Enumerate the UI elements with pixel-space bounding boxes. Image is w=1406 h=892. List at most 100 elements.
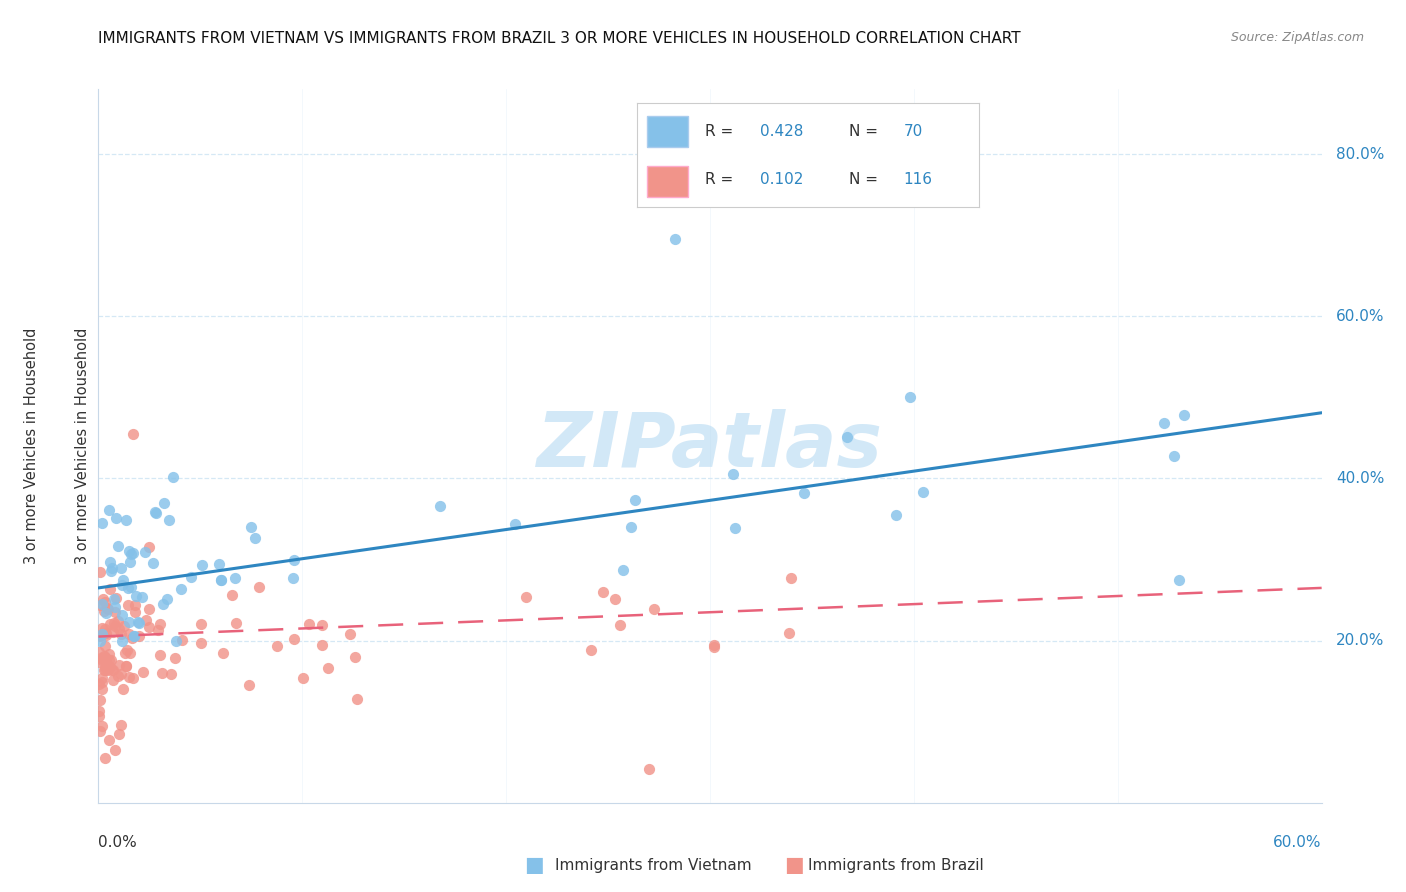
Point (211, 646, 233, 660)
Point (120, 547, 142, 561)
Point (100, 653, 122, 667)
Point (97, 503, 120, 517)
Point (170, 632, 193, 647)
Point (93, 663, 115, 677)
Point (118, 670, 141, 684)
Text: 3 or more Vehicles in Household: 3 or more Vehicles in Household (24, 328, 38, 564)
Point (346, 692, 368, 706)
Point (128, 630, 150, 644)
Point (142, 556, 165, 570)
Point (115, 658, 138, 673)
Point (103, 625, 125, 640)
Point (240, 520, 263, 534)
Point (94, 654, 117, 668)
Point (91, 597, 114, 611)
Point (122, 629, 145, 643)
Point (98, 659, 121, 673)
Point (90, 516, 112, 531)
Point (93, 604, 115, 618)
Point (339, 627, 361, 641)
Point (579, 642, 602, 657)
Point (886, 508, 908, 522)
Point (89, 598, 111, 612)
Point (101, 663, 124, 677)
Point (103, 615, 125, 630)
Point (247, 581, 270, 595)
Text: 0.0%: 0.0% (98, 835, 138, 850)
Point (104, 606, 127, 620)
Point (291, 671, 314, 685)
Point (605, 591, 627, 606)
Text: 60.0%: 60.0% (1336, 309, 1385, 324)
Point (89, 645, 111, 659)
Point (118, 627, 141, 641)
Point (94, 622, 117, 636)
Point (724, 521, 747, 535)
Point (97, 653, 120, 667)
Point (89, 677, 111, 691)
Point (111, 578, 134, 592)
Point (117, 581, 139, 595)
Point (148, 624, 170, 638)
Point (125, 589, 148, 603)
Point (152, 597, 174, 611)
Point (1153, 417, 1175, 431)
Point (135, 613, 157, 627)
Point (91, 621, 114, 635)
Point (132, 665, 155, 680)
Point (121, 580, 143, 594)
Point (89, 723, 111, 738)
Point (778, 626, 800, 640)
Point (93, 751, 115, 765)
Point (209, 573, 232, 587)
Point (592, 585, 614, 599)
Point (107, 540, 129, 554)
Point (134, 545, 156, 559)
Point (91, 627, 114, 641)
Point (912, 485, 935, 500)
Point (94, 640, 117, 654)
Text: 20.0%: 20.0% (1336, 633, 1385, 648)
Point (138, 601, 160, 615)
Point (90, 650, 112, 665)
Point (97, 601, 120, 615)
Point (503, 517, 526, 532)
Point (266, 639, 288, 653)
Point (94, 660, 117, 674)
Point (91, 591, 114, 606)
Point (108, 727, 131, 741)
Point (162, 469, 184, 483)
Point (143, 505, 166, 519)
Point (104, 599, 127, 614)
Point (124, 605, 146, 619)
Point (89, 629, 111, 643)
Point (115, 658, 138, 673)
Point (110, 718, 132, 732)
Point (103, 673, 125, 687)
Point (104, 743, 127, 757)
Point (108, 658, 131, 673)
Point (620, 519, 643, 533)
Point (898, 390, 921, 404)
Point (124, 598, 146, 612)
Point (1163, 449, 1185, 463)
Point (153, 496, 176, 510)
Point (107, 623, 129, 637)
Point (165, 633, 187, 648)
Point (98, 582, 121, 596)
Point (1167, 573, 1189, 587)
Point (723, 467, 745, 482)
Point (114, 514, 136, 528)
Point (110, 666, 132, 681)
Point (138, 540, 160, 554)
Point (89, 655, 111, 669)
Point (163, 651, 186, 665)
Point (121, 631, 143, 645)
Point (107, 614, 129, 628)
Point (118, 646, 141, 660)
Point (160, 667, 183, 681)
Point (98, 555, 121, 569)
Point (121, 546, 143, 560)
Point (127, 615, 149, 629)
Point (89, 633, 111, 648)
